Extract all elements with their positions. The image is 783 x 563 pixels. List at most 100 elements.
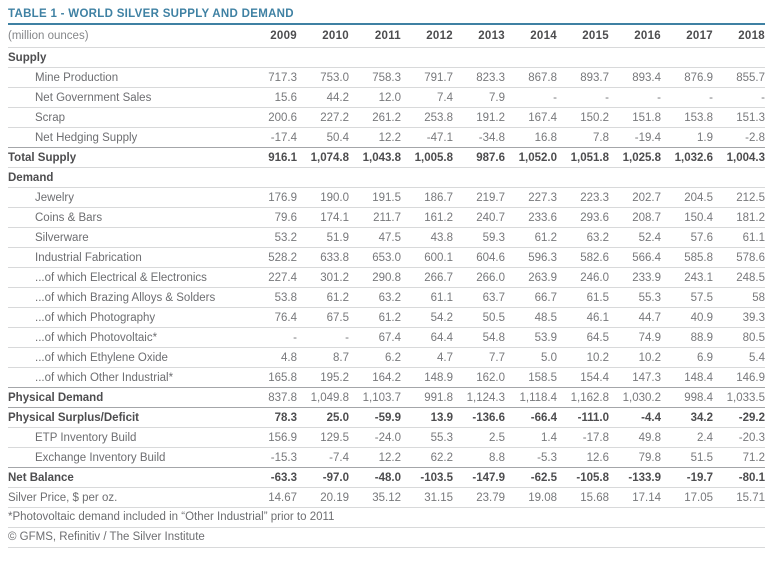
value-coins-bars-2010: 174.1 [320,211,349,224]
row-label: Silver Price, $ per oz. [8,491,118,504]
value-etp-inventory-build-2014: 1.4 [541,431,557,444]
value-net-balance-2017: -19.7 [686,471,713,484]
row-label: Physical Surplus/Deficit [8,411,140,424]
value-net-balance-2016: -133.9 [628,471,661,484]
value-physical-surplus-deficit-2017: 34.2 [690,411,713,424]
value-of-which-ethylene-oxide-2013: 7.7 [489,351,505,364]
value-net-government-sales-2009: 15.6 [274,91,297,104]
row-label: Jewelry [35,191,74,204]
row-label: Scrap [35,111,66,124]
value-coins-bars-2018: 181.2 [736,211,765,224]
value-of-which-ethylene-oxide-2015: 10.2 [586,351,609,364]
value-of-which-photovoltaic-2012: 64.4 [430,331,453,344]
value-physical-demand-2011: 1,103.7 [362,391,401,404]
value-exchange-inventory-build-2012: 62.2 [430,451,453,464]
year-header-2010: 2010 [322,30,349,42]
row-label: ...of which Electrical & Electronics [35,271,207,284]
value-of-which-photovoltaic-2009: - [293,331,297,344]
value-etp-inventory-build-2010: 129.5 [320,431,349,444]
table-body: Supply Mine Production 717.3 753.0 758.3 791.… [8,47,765,507]
value-industrial-fabrication-2015: 582.6 [580,251,609,264]
value-net-hedging-supply-2012: -47.1 [426,131,453,144]
row-label: Demand [8,171,54,184]
year-header-2011: 2011 [374,30,401,42]
value-of-which-photovoltaic-2018: 80.5 [742,331,765,344]
value-silver-price-per-oz-2009: 14.67 [268,491,297,504]
value-net-balance-2014: -62.5 [530,471,557,484]
value-of-which-photovoltaic-2014: 53.9 [534,331,557,344]
value-physical-demand-2015: 1,162.8 [570,391,609,404]
year-header-2014: 2014 [530,30,557,42]
value-exchange-inventory-build-2009: -15.3 [270,451,297,464]
value-etp-inventory-build-2016: 49.8 [638,431,661,444]
value-mine-production-2012: 791.7 [424,71,453,84]
value-coins-bars-2011: 211.7 [373,211,401,224]
value-net-government-sales-2015: - [605,91,609,104]
value-net-hedging-supply-2015: 7.8 [593,131,609,144]
value-physical-demand-2016: 1,030.2 [622,391,661,404]
value-of-which-brazing-alloys-solders-2013: 63.7 [482,291,505,304]
value-silver-price-per-oz-2018: 15.71 [736,491,765,504]
value-exchange-inventory-build-2017: 51.5 [690,451,713,464]
year-header-2016: 2016 [634,30,661,42]
row-label: Physical Demand [8,391,104,404]
value-net-hedging-supply-2014: 16.8 [534,131,557,144]
value-jewelry-2012: 186.7 [424,191,453,204]
value-of-which-photography-2015: 46.1 [586,311,609,324]
value-of-which-other-industrial-2009: 165.8 [268,371,297,384]
value-physical-demand-2017: 998.4 [684,391,713,404]
value-scrap-2015: 150.2 [580,111,609,124]
value-of-which-electrical-electronics-2018: 248.5 [736,271,765,284]
value-of-which-other-industrial-2011: 164.2 [372,371,401,384]
row-label: Net Balance [8,471,74,484]
value-jewelry-2016: 202.7 [632,191,661,204]
value-of-which-photovoltaic-2010: - [345,331,349,344]
value-silver-price-per-oz-2017: 17.05 [684,491,713,504]
value-total-supply-2010: 1,074.8 [310,151,349,164]
value-total-supply-2015: 1,051.8 [570,151,609,164]
value-mine-production-2015: 893.7 [580,71,609,84]
value-net-hedging-supply-2013: -34.8 [478,131,505,144]
row-silver-price-per-oz: Silver Price, $ per oz. 14.67 20.19 35.12 31… [8,487,765,507]
value-of-which-photography-2011: 61.2 [378,311,401,324]
value-net-hedging-supply-2009: -17.4 [270,131,297,144]
row-physical-demand: Physical Demand 837.8 1,049.8 1,103.7 991.8 1… [8,387,765,407]
row-mine-production: Mine Production 717.3 753.0 758.3 791.7 823.3… [8,67,765,87]
value-net-hedging-supply-2010: 50.4 [326,131,349,144]
value-net-balance-2012: -103.5 [420,471,453,484]
value-of-which-electrical-electronics-2009: 227.4 [268,271,297,284]
value-silver-price-per-oz-2013: 23.79 [476,491,505,504]
value-total-supply-2018: 1,004.3 [726,151,765,164]
value-coins-bars-2013: 240.7 [476,211,505,224]
value-of-which-ethylene-oxide-2018: 5.4 [749,351,765,364]
year-header-2015: 2015 [582,30,609,42]
value-silver-price-per-oz-2012: 31.15 [424,491,453,504]
value-of-which-brazing-alloys-solders-2014: 66.7 [534,291,557,304]
value-of-which-other-industrial-2015: 154.4 [580,371,609,384]
row-net-hedging-supply: Net Hedging Supply -17.4 50.4 12.2 -47.1 -34.… [8,127,765,147]
value-mine-production-2016: 893.4 [632,71,661,84]
value-of-which-photovoltaic-2015: 64.5 [586,331,609,344]
value-total-supply-2013: 987.6 [476,151,505,164]
value-net-government-sales-2011: 12.0 [378,91,401,104]
row-physical-surplus-deficit: Physical Surplus/Deficit 78.3 25.0 -59.9 13.… [8,407,765,427]
value-industrial-fabrication-2016: 566.4 [632,251,661,264]
value-exchange-inventory-build-2018: 71.2 [742,451,765,464]
value-net-hedging-supply-2016: -19.4 [634,131,661,144]
value-total-supply-2017: 1,032.6 [674,151,713,164]
value-silver-price-per-oz-2010: 20.19 [320,491,349,504]
row-label: Supply [8,51,47,64]
value-scrap-2018: 151.3 [736,111,765,124]
value-scrap-2016: 151.8 [632,111,661,124]
value-coins-bars-2015: 293.6 [580,211,609,224]
value-of-which-electrical-electronics-2012: 266.7 [424,271,453,284]
value-industrial-fabrication-2010: 633.8 [320,251,349,264]
row-label: Coins & Bars [35,211,103,224]
value-jewelry-2013: 219.7 [476,191,505,204]
row-label: Exchange Inventory Build [35,451,166,464]
row-label: Mine Production [35,71,119,84]
value-exchange-inventory-build-2014: -5.3 [537,451,557,464]
value-mine-production-2009: 717.3 [268,71,297,84]
row-label: ETP Inventory Build [35,431,137,444]
